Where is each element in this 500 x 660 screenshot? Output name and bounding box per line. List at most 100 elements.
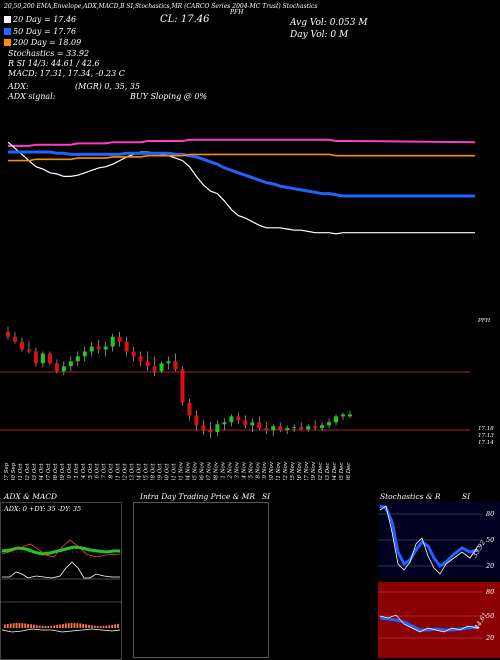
x-tick-label: 06 Dec [346,463,352,481]
candle [82,346,87,362]
macd-histogram-bar [93,625,96,628]
stoch-tick-50: 50 [486,536,494,544]
candle [292,424,297,433]
macd-histogram-bar [73,623,76,628]
candle-body [278,426,283,431]
candle-body [6,331,10,337]
candle [341,412,346,421]
x-tick-label: 01 Oct [18,463,24,480]
x-tick-label: 10 Oct [67,463,73,480]
x-tick-label: 28 Oct [151,463,157,480]
candle [250,418,255,433]
macd-histogram-bar [114,624,116,628]
candle-body [292,427,297,429]
candle [117,331,122,347]
candle-body [334,416,339,423]
candle [229,414,234,427]
candle-body [173,361,178,370]
x-tick-label: 30 Sep [11,462,17,480]
candle [26,341,31,354]
x-tick-label: 15 Oct [88,463,94,480]
candle [236,412,241,425]
adx-values: ADX: 0 +DY: 35 -DY: 35 [3,505,81,513]
macd-histogram-bar [24,623,27,628]
macd-histogram-bar [4,624,6,628]
candle [327,418,332,429]
stoch-panel-title: Stochastics & R [380,492,441,501]
macd-histogram-bar [117,623,119,628]
x-axis-labels: 27 Sep 30 Sep 01 Oct 02 Oct 03 Oct 04 Oct 07 O… [4,461,352,480]
ema50-swatch [4,28,11,35]
x-tick-label: 11 Nov [220,461,226,480]
candle-body [96,346,101,350]
candle-body [215,424,220,433]
candle [96,339,101,354]
stoch-tick-80: 80 [486,510,494,518]
candle [320,422,325,432]
candle [271,424,276,437]
candle [33,347,38,367]
x-tick-label: 12 Nov [227,461,233,480]
x-tick-label: 15 Nov [248,461,254,480]
macd-histogram-bar [18,623,21,628]
x-tick-label: 01 Nov [178,461,184,480]
macd-histogram-bar [67,623,70,628]
candle [6,326,10,340]
candle [89,341,94,357]
macd-histogram-bar [102,625,105,628]
x-tick-label: 02 Oct [25,463,31,480]
adx-panel-frame [0,502,122,660]
adx-label: ADX: [8,82,29,91]
candle [124,336,129,357]
intraday-panel [133,502,269,658]
ema200-label: 200 Day = 18.09 [13,38,82,47]
ma-line-20-day [7,141,475,235]
macd-histogram-bar [99,626,102,628]
candle [19,337,24,352]
adx-panel-title: ADX & MACD [4,492,58,501]
main-chart: 27 Sep 30 Sep 01 Oct 02 Oct 03 Oct 04 Oct 07 O… [0,138,494,480]
rsi-label: R SI 14/3: 44.61 / 42.6 [8,59,100,68]
x-tick-label: 27 Sep [4,462,10,480]
candle-body [61,366,66,372]
candle [12,331,17,344]
candle-body [243,420,248,426]
right-price-label: PFH [477,318,491,324]
x-tick-label: 18 Oct [109,463,115,480]
candle-body [250,422,255,426]
adx-minus-line [1,539,121,558]
x-tick-label: 07 Oct [46,463,52,480]
macd-histogram-bar [88,624,90,628]
adx-plus-line [1,545,120,556]
x-tick-label: 29 Oct [158,463,164,480]
ma-line-50-day [8,150,475,198]
x-tick-label: 24 Oct [137,463,143,480]
candle [264,422,269,435]
candle [180,366,185,406]
candle [166,356,171,370]
intraday-panel-si: SI [262,492,271,501]
ema20-label: 20 Day = 17.46 [13,15,77,24]
x-tick-label: 18 Nov [255,461,261,480]
candle-body [320,425,325,429]
macd-histogram-bar [35,625,38,628]
candle-body [145,361,150,367]
day-vol-label: Day Vol: 0 M [290,30,349,40]
candle-body [271,426,276,431]
macd-histogram-bar [9,623,12,628]
candle-body [75,356,80,362]
ema50-label: 50 Day = 17.76 [13,27,77,36]
x-tick-label: 07 Nov [206,461,212,480]
intraday-panel-title: Intra Day Trading Price & MR [140,492,256,501]
x-tick-label: 25 Oct [144,463,150,480]
macd-histogram-bar [44,625,47,628]
macd-histogram-bar [12,623,15,628]
candle-body [138,356,143,362]
macd-histogram-bar [53,625,56,628]
stochastics-label: Stochastics = 33.92 [8,49,90,58]
candle-body [26,349,31,352]
candle-body [327,422,332,426]
x-tick-label: 22 Nov [283,461,289,480]
candle-body [229,416,234,423]
x-tick-label: 05 Nov [192,461,198,480]
